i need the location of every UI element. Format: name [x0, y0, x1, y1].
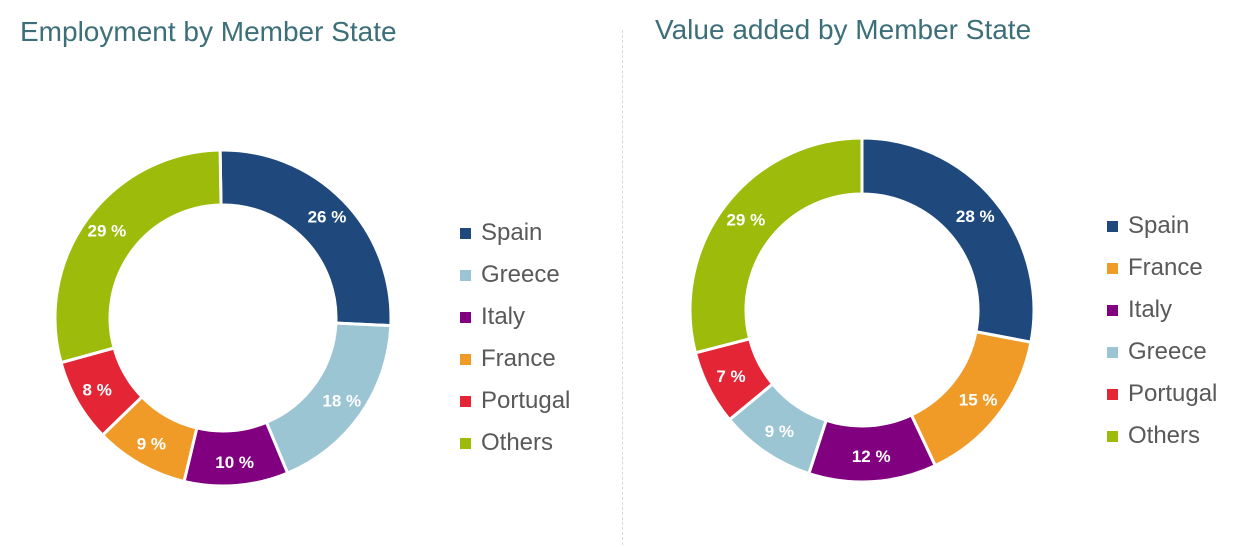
- employment-legend-item-greece: Greece: [460, 254, 570, 296]
- value-added-legend-label-others: Others: [1128, 422, 1201, 449]
- employment-data-label-portugal: 8 %: [83, 381, 112, 400]
- chart-divider: [622, 30, 623, 545]
- value-added-legend-item-spain: Spain: [1107, 205, 1217, 247]
- value-added-legend-item-portugal: Portugal: [1107, 373, 1217, 415]
- value-added-legend-swatch-italy: [1107, 304, 1118, 316]
- employment-legend-item-spain: Spain: [460, 212, 570, 254]
- employment-data-label-greece: 18 %: [322, 392, 361, 411]
- employment-legend-item-others: Others: [460, 422, 570, 464]
- value-added-legend-item-greece: Greece: [1107, 331, 1217, 373]
- value-added-data-label-france: 15 %: [959, 391, 998, 410]
- employment-legend-label-france: France: [481, 345, 556, 372]
- value-added-slice-spain: [860, 136, 1036, 344]
- employment-legend-label-greece: Greece: [481, 261, 560, 288]
- value-added-legend-swatch-spain: [1107, 220, 1118, 232]
- employment-legend-item-france: France: [460, 338, 570, 380]
- value-added-chart-title: Value added by Member State: [655, 14, 1032, 45]
- value-added-legend-swatch-others: [1107, 430, 1118, 442]
- employment-legend: Spain Greece Italy France Portugal Others: [460, 212, 570, 464]
- employment-slice-others: [53, 148, 223, 365]
- employment-legend-label-others: Others: [481, 429, 554, 456]
- employment-legend-swatch-portugal: [460, 395, 471, 407]
- employment-legend-label-portugal: Portugal: [481, 387, 571, 414]
- value-added-legend-item-others: Others: [1107, 415, 1217, 457]
- value-added-legend: Spain France Italy Greece Portugal Others: [1107, 205, 1217, 457]
- value-added-legend-swatch-portugal: [1107, 388, 1118, 400]
- employment-legend-swatch-others: [460, 437, 471, 449]
- employment-legend-label-spain: Spain: [481, 219, 543, 246]
- employment-legend-item-italy: Italy: [460, 296, 570, 338]
- employment-legend-item-portugal: Portugal: [460, 380, 570, 422]
- employment-legend-swatch-france: [460, 353, 471, 365]
- employment-legend-label-italy: Italy: [481, 303, 526, 330]
- value-added-slice-others: [688, 136, 864, 355]
- value-added-legend-label-portugal: Portugal: [1128, 380, 1218, 407]
- employment-data-label-others: 29 %: [88, 222, 127, 241]
- value-added-data-label-spain: 28 %: [956, 207, 995, 226]
- value-added-legend-label-italy: Italy: [1128, 296, 1173, 323]
- value-added-data-label-greece: 9 %: [765, 422, 794, 441]
- employment-legend-swatch-greece: [460, 269, 471, 281]
- value-added-legend-swatch-greece: [1107, 346, 1118, 358]
- employment-chart-title: Employment by Member State: [20, 16, 397, 47]
- value-added-legend-item-italy: Italy: [1107, 289, 1217, 331]
- employment-legend-swatch-italy: [460, 311, 471, 323]
- value-added-legend-item-france: France: [1107, 247, 1217, 289]
- employment-data-label-italy: 10 %: [215, 453, 254, 472]
- employment-slice-spain: [218, 148, 393, 328]
- value-added-data-label-portugal: 7 %: [716, 367, 745, 386]
- value-added-legend-label-france: France: [1128, 254, 1203, 281]
- value-added-legend-swatch-france: [1107, 262, 1118, 274]
- value-added-data-label-others: 29 %: [726, 210, 765, 229]
- value-added-legend-label-greece: Greece: [1128, 338, 1207, 365]
- value-added-legend-label-spain: Spain: [1128, 212, 1190, 239]
- employment-legend-swatch-spain: [460, 227, 471, 239]
- value-added-data-label-italy: 12 %: [852, 447, 891, 466]
- employment-data-label-spain: 26 %: [308, 207, 347, 226]
- employment-data-label-france: 9 %: [137, 435, 166, 454]
